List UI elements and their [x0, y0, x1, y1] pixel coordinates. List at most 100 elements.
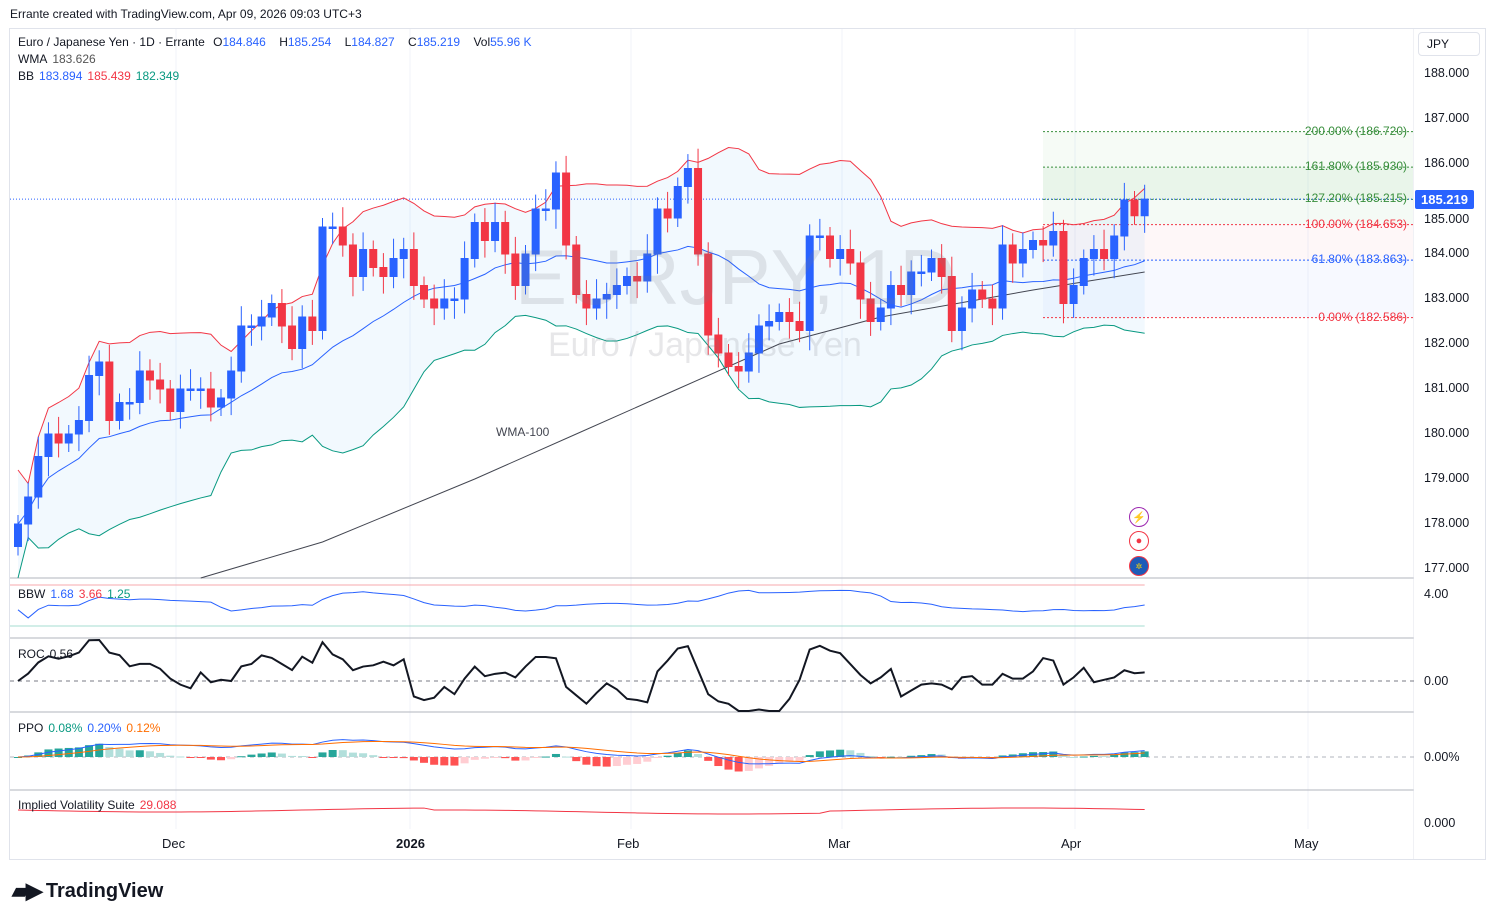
ppo-histogram-bar — [531, 757, 540, 758]
candle-body — [511, 253, 520, 286]
ppo-histogram-bar — [754, 757, 763, 769]
candle — [420, 276, 428, 308]
candle-body — [74, 420, 83, 435]
close-label: C — [408, 35, 417, 49]
price-tick: 188.000 — [1424, 66, 1470, 80]
ppo-histogram-bar — [795, 757, 804, 762]
candle — [765, 304, 774, 341]
ppo-histogram-bar — [1089, 755, 1098, 757]
ppo-histogram-bar — [166, 755, 175, 757]
candle-body — [734, 366, 743, 372]
candle — [643, 234, 652, 293]
candle — [247, 314, 256, 346]
candle-body — [765, 321, 774, 327]
candle-body — [156, 379, 165, 390]
candle-body — [927, 258, 936, 273]
candle-body — [369, 249, 378, 268]
ppo-histogram-bar — [288, 755, 297, 757]
candle — [1140, 184, 1149, 233]
candle — [724, 344, 733, 376]
roc-axis-label: 0.00 — [1424, 674, 1449, 688]
ppo-histogram-bar — [450, 757, 459, 766]
bbw-lowest: 1.25 — [107, 587, 131, 601]
roc-legend[interactable]: ROC 0.56 — [18, 647, 78, 661]
candle — [277, 289, 286, 344]
low-value: 184.827 — [351, 35, 395, 49]
ppo-histogram-bar — [663, 755, 672, 757]
wma-label: WMA — [18, 52, 48, 66]
candle-body — [947, 276, 956, 331]
candle — [480, 208, 489, 258]
candle-body — [998, 244, 1007, 309]
candle-body — [1049, 231, 1058, 246]
ppo-histogram-bar — [907, 755, 916, 757]
time-tick: 2026 — [396, 836, 425, 851]
candle — [562, 155, 571, 260]
ppo-histogram-bar — [196, 757, 205, 758]
candle — [866, 281, 875, 336]
bbw-legend[interactable]: BBW 1.68 3.66 1.25 — [18, 587, 135, 601]
eu-flag-icon[interactable]: ✲ — [1129, 556, 1149, 576]
candle — [145, 359, 154, 400]
fib-zone — [1043, 260, 1413, 318]
iv-label: Implied Volatility Suite — [18, 798, 135, 812]
tradingview-logo-icon: ▰▶ — [12, 878, 43, 903]
candle-body — [176, 388, 185, 412]
ppo-histogram-bar — [64, 747, 73, 757]
candle — [1130, 191, 1139, 225]
ppo-histogram-bar — [389, 757, 398, 758]
ppo-histogram-bar — [359, 753, 368, 757]
fib-label: 200.00% (186.720) — [1304, 123, 1407, 138]
candle-body — [704, 253, 713, 336]
candle-body — [1089, 249, 1098, 259]
candle-body — [673, 186, 682, 219]
candle-body — [907, 271, 916, 295]
candle — [957, 296, 966, 351]
low-label: L — [344, 35, 352, 49]
candle — [1039, 226, 1048, 263]
currency-selector[interactable]: JPY — [1418, 32, 1480, 56]
ppo-histogram-bar — [917, 755, 926, 757]
candle — [1079, 249, 1088, 295]
price-tick: 180.000 — [1424, 426, 1470, 440]
ppo-signal-value: 0.12% — [126, 721, 161, 735]
candle-body — [744, 352, 753, 372]
candle-body — [754, 325, 763, 354]
bb-label: BB — [18, 69, 35, 83]
ppo-histogram-bar — [643, 757, 652, 762]
red-dot-icon[interactable]: ● — [1129, 531, 1149, 551]
candle-body — [815, 235, 824, 238]
candle — [34, 436, 43, 509]
candle-body — [897, 285, 906, 295]
lightning-icon[interactable]: ⚡ — [1129, 507, 1149, 527]
ppo-histogram-bar — [1059, 755, 1068, 757]
logo-text: TradingView — [45, 879, 164, 902]
iv-line — [17, 807, 1145, 815]
candle — [288, 306, 297, 361]
wma-legend[interactable]: WMA 183.626 — [18, 52, 101, 66]
candle — [196, 377, 205, 409]
symbol-title[interactable]: Euro / Japanese Yen · 1D · Errante — [18, 35, 205, 49]
roc-line — [17, 638, 1145, 712]
candle — [237, 306, 246, 383]
ppo-histogram-bar — [1039, 752, 1048, 757]
ppo-legend[interactable]: PPO 0.08% 0.20% 0.12% — [18, 721, 165, 735]
iv-legend[interactable]: Implied Volatility Suite 29.088 — [18, 798, 181, 812]
price-tick: 182.000 — [1424, 336, 1470, 350]
candle-body — [480, 222, 489, 241]
candle-body — [856, 262, 865, 300]
candle-body — [724, 352, 733, 367]
chart-credit: Errante created with TradingView.com, Ap… — [10, 7, 362, 21]
ppo-histogram-bar — [623, 757, 631, 765]
ppo-axis-label: 0.00% — [1424, 750, 1460, 764]
ppo-histogram-bar — [145, 751, 154, 757]
bb-legend[interactable]: BB 183.894 185.439 182.349 — [18, 69, 184, 83]
candle-body — [389, 258, 398, 277]
current-price-label: 185.219 — [1415, 190, 1474, 210]
candle — [886, 271, 895, 326]
candle-body — [1029, 240, 1037, 250]
tradingview-logo[interactable]: ▰▶ TradingView — [12, 878, 163, 904]
candle — [836, 235, 845, 276]
candle — [937, 244, 946, 294]
chart-canvas[interactable] — [10, 29, 1414, 859]
